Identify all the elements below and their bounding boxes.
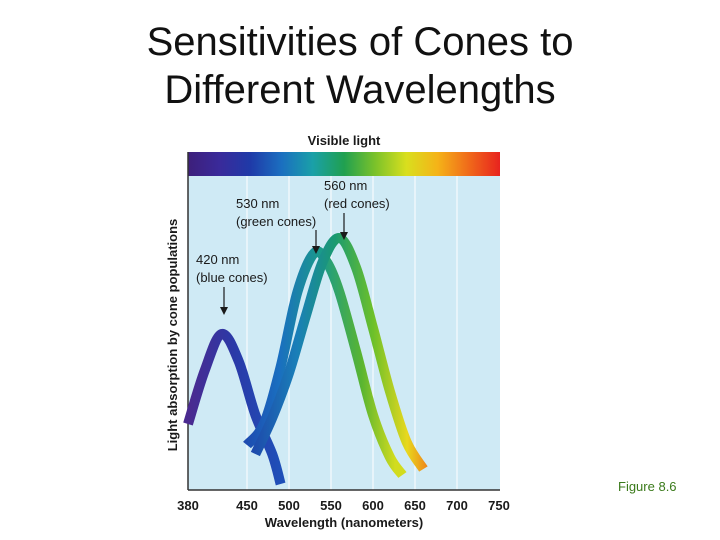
x-tick-label: 700 [446,498,468,513]
x-tick-labels: 380 450 500 550 600 650 700 750 [177,498,510,513]
y-axis-title: Light absorption by cone populations [165,219,180,452]
series-group [183,233,428,486]
x-tick-label: 650 [404,498,426,513]
page-title-line2: Different Wavelengths [164,68,556,112]
annotation-blue-line1: 420 nm [196,252,239,267]
annotation-green-arrowhead [312,246,320,254]
annotation-red-arrowhead [340,232,348,240]
annotation-red-line1: 560 nm [324,178,367,193]
annotation-green: 530 nm (green cones) [236,196,320,254]
x-tick-label: 550 [320,498,342,513]
annotation-green-line2: (green cones) [236,214,316,229]
annotation-red-line2: (red cones) [324,196,390,211]
spectrum-bar [188,152,500,176]
x-tick-label: 600 [362,498,384,513]
x-tick-label: 380 [177,498,199,513]
annotation-blue-line2: (blue cones) [196,270,268,285]
curve-blue-cones [183,329,286,486]
x-tick-label: 450 [236,498,258,513]
annotation-green-line1: 530 nm [236,196,279,211]
figure-label: Figure 8.6 [618,479,677,494]
page-title: Sensitivities of Cones to Different Wave… [0,18,720,114]
annotation-red: 560 nm (red cones) [324,178,390,240]
x-axis-title: Wavelength (nanometers) [265,515,423,530]
x-tick-label: 500 [278,498,300,513]
annotation-blue: 420 nm (blue cones) [196,252,268,315]
curve-red-cones [250,233,428,472]
page-title-line1: Sensitivities of Cones to [146,20,574,64]
x-tick-label: 750 [488,498,510,513]
spectrum-label: Visible light [308,133,381,148]
annotation-blue-arrowhead [220,307,228,315]
